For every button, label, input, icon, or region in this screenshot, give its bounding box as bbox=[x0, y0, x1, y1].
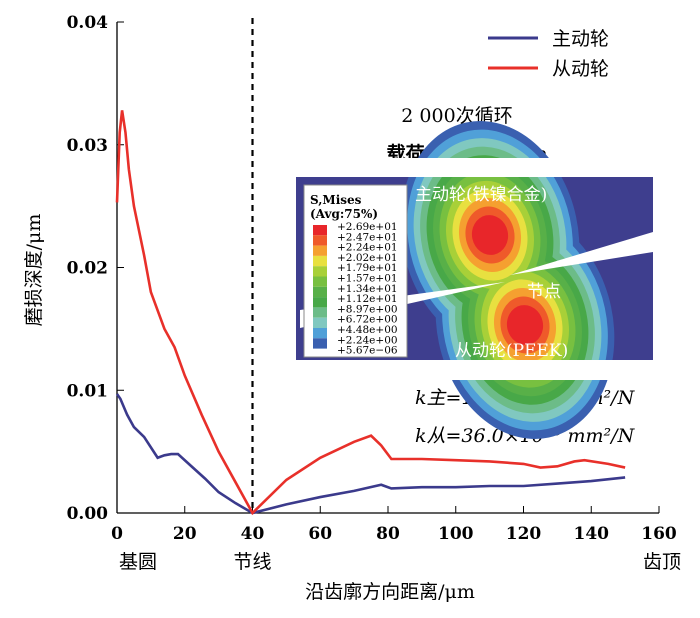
driven-gear-label: 从动轮(PEEK) bbox=[455, 341, 568, 361]
contour-legend-level: +1.79e+01 bbox=[337, 262, 398, 274]
contour-legend-level: +2.24e+01 bbox=[337, 242, 398, 254]
contour-legend-level: +1.34e+01 bbox=[337, 283, 398, 295]
contour-legend-swatch bbox=[313, 328, 327, 339]
contour-legend-swatch bbox=[313, 255, 327, 267]
node-label: 节点 bbox=[527, 282, 561, 302]
contour-legend-level: +6.72e+00 bbox=[337, 314, 398, 326]
legend-label: 主动轮 bbox=[552, 28, 609, 50]
x-tick-label: 120 bbox=[506, 524, 542, 544]
y-tick-label: 0.02 bbox=[67, 259, 108, 279]
contour-legend-swatch bbox=[313, 235, 327, 246]
contour-legend-swatch bbox=[313, 286, 327, 298]
contour-legend-swatch bbox=[313, 338, 327, 349]
contour-legend-swatch bbox=[313, 317, 327, 328]
contour-legend-level: +2.69e+01 bbox=[337, 221, 398, 233]
x-tick-label: 160 bbox=[641, 524, 677, 544]
contour-legend-swatch bbox=[313, 266, 327, 277]
contour-legend-swatch bbox=[313, 307, 327, 318]
y-tick-label: 0.01 bbox=[67, 381, 108, 401]
contour-legend-level: +2.02e+01 bbox=[337, 252, 398, 264]
contour-legend-level: +4.48e+00 bbox=[337, 324, 398, 336]
x-annotation-base-circle: 基圆 bbox=[119, 551, 157, 573]
contour-legend-level: +2.24e+00 bbox=[337, 334, 398, 346]
x-tick-label: 40 bbox=[241, 524, 265, 544]
contour-legend-level: +2.47e+01 bbox=[337, 231, 398, 243]
series-line-1 bbox=[115, 110, 626, 516]
legend-label: 从动轮 bbox=[552, 58, 609, 80]
x-axis-label: 沿齿廓方向距离/μm bbox=[305, 581, 475, 603]
contour-legend-subtitle: (Avg:75%) bbox=[310, 207, 378, 221]
y-tick-label: 0.00 bbox=[67, 504, 109, 524]
x-tick-label: 80 bbox=[376, 524, 400, 544]
contour-legend-level: +1.12e+01 bbox=[337, 293, 398, 305]
x-annotation-pitch-line: 节线 bbox=[233, 551, 271, 573]
contour-legend-swatch bbox=[313, 276, 327, 287]
contour-legend-level: +1.57e+01 bbox=[337, 273, 398, 285]
x-tick-label: 60 bbox=[308, 524, 332, 544]
y-tick-label: 0.03 bbox=[67, 136, 108, 156]
series-line-0 bbox=[115, 393, 626, 515]
x-tick-label: 0 bbox=[111, 524, 123, 544]
x-tick-label: 140 bbox=[574, 524, 610, 544]
x-tick-label: 100 bbox=[438, 524, 474, 544]
y-tick-label: 0.04 bbox=[67, 13, 109, 33]
contour-legend-level: +8.97e+00 bbox=[337, 303, 398, 315]
contour-legend-swatch bbox=[313, 297, 327, 308]
contour-legend-title: S,Mises bbox=[310, 193, 362, 207]
x-annotation-tooth-tip: 齿顶 bbox=[643, 551, 681, 573]
contour-legend-swatch bbox=[313, 225, 327, 236]
stress-contour-inset: S,Mises(Avg:75%)+2.69e+01+2.47e+01+2.24e… bbox=[296, 121, 653, 439]
y-axis-label: 磨损深度/μm bbox=[23, 214, 45, 327]
x-tick-label: 20 bbox=[173, 524, 197, 544]
contour-legend-swatch bbox=[313, 245, 327, 256]
contour-legend-level: +5.67e−06 bbox=[337, 345, 398, 357]
driver-gear-label: 主动轮(铁镍合金) bbox=[415, 185, 547, 205]
